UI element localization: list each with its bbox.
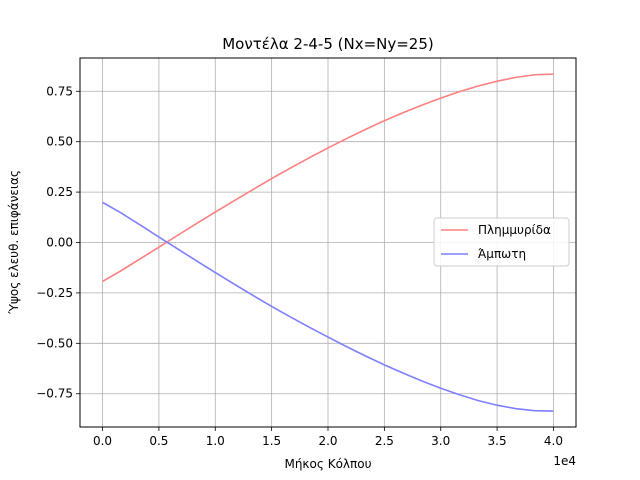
y-tick-label: 0.50 — [46, 135, 73, 149]
series-lines — [102, 73, 554, 412]
x-tick-label: 3.5 — [488, 434, 507, 448]
series-line-1 — [102, 73, 554, 283]
x-axis-label: Μήκος Κόλπου — [284, 457, 371, 471]
x-tick-label: 2.0 — [318, 434, 337, 448]
series-line-2 — [102, 201, 554, 412]
x-tick-label: 1.5 — [262, 434, 281, 448]
x-tick-label: 0.5 — [149, 434, 168, 448]
x-axis-offset-text: 1e4 — [553, 454, 576, 468]
x-tick-label: 2.5 — [375, 434, 394, 448]
y-tick-label: 0.25 — [46, 185, 73, 199]
y-tick-label: 0.75 — [46, 84, 73, 98]
legend-label-2: Άμπωτη — [478, 247, 526, 261]
chart-title: Μοντέλα 2-4-5 (Nx=Ny=25) — [222, 35, 434, 53]
y-axis-label: Ύψος ελευθ. επιφάνειας — [7, 170, 21, 315]
x-tick-label: 4.0 — [544, 434, 563, 448]
y-axis-ticks: −0.75 −0.50 −0.25 0.00 0.25 0.50 0.75 — [36, 84, 80, 401]
legend-label-1: Πλημμυρίδα — [478, 223, 551, 237]
y-tick-label: −0.50 — [36, 336, 73, 350]
x-tick-label: 0.0 — [93, 434, 112, 448]
grid — [80, 58, 576, 427]
legend: Πλημμυρίδα Άμπωτη — [433, 217, 570, 267]
x-tick-label: 1.0 — [206, 434, 225, 448]
x-tick-label: 3.0 — [431, 434, 450, 448]
y-tick-label: −0.25 — [36, 286, 73, 300]
y-tick-label: −0.75 — [36, 387, 73, 401]
y-tick-label: 0.00 — [46, 236, 73, 250]
x-axis-ticks: 0.0 0.5 1.0 1.5 2.0 2.5 3.0 3.5 4.0 — [93, 427, 563, 448]
